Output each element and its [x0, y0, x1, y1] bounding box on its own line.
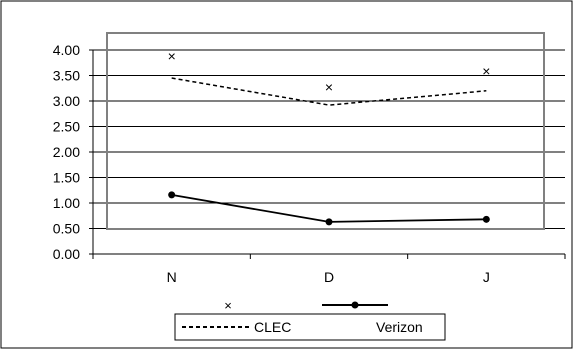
legend-x-marker: ×: [224, 298, 232, 313]
verizon-point: [325, 218, 333, 226]
verizon-point: [168, 191, 176, 199]
x-tick-label: J: [483, 269, 490, 285]
y-tick-label: 1.00: [53, 195, 80, 211]
axes: [89, 49, 566, 259]
gridlines: [93, 49, 565, 229]
legend-clec-label: CLEC: [254, 319, 291, 335]
legend: × CLEC Verizon: [174, 298, 446, 341]
legend-verizon-marker: [351, 301, 359, 309]
x-tick-label: D: [324, 269, 334, 285]
series: × × ×: [168, 48, 490, 226]
y-tick-labels: 0.00 0.50 1.00 1.50 2.00 2.50 3.00 3.50 4.00: [53, 42, 80, 262]
y-tick-label: 1.50: [53, 170, 80, 186]
y-tick-label: 3.00: [53, 93, 80, 109]
clec-x-marker: ×: [325, 79, 333, 95]
clec-x-marker: ×: [168, 48, 176, 64]
y-tick-label: 0.50: [53, 221, 80, 237]
plot-area-frame: [106, 32, 545, 230]
y-tick-label: 0.00: [53, 246, 80, 262]
x-tick-label: N: [167, 269, 177, 285]
y-tick-label: 2.00: [53, 144, 80, 160]
verizon-point: [482, 215, 490, 223]
y-tick-label: 4.00: [53, 42, 80, 58]
legend-verizon-label: Verizon: [376, 319, 423, 335]
y-tick-label: 3.50: [53, 68, 80, 84]
clec-x-marker: ×: [482, 63, 490, 79]
y-tick-label: 2.50: [53, 119, 80, 135]
